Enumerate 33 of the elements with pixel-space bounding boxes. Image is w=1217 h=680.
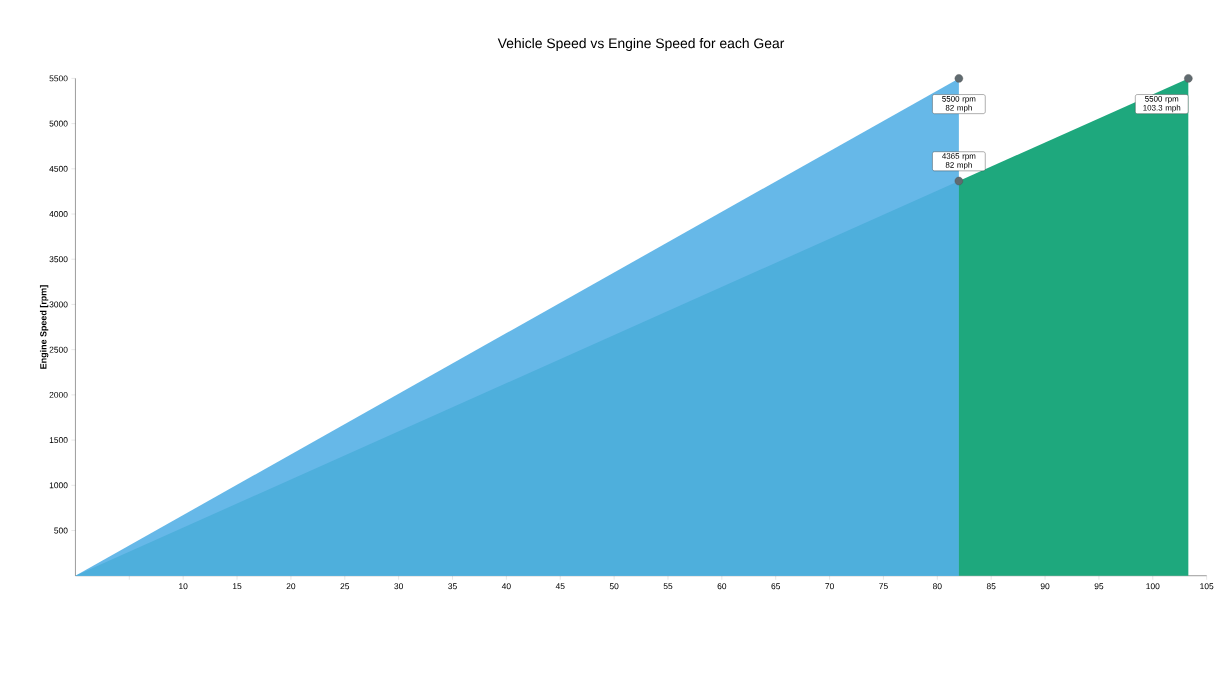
x-tick-label: 30 — [394, 583, 403, 590]
y-tick-label: 2000 — [49, 392, 68, 398]
x-tick-label: 60 — [717, 583, 727, 590]
x-tick-label: 75 — [879, 583, 888, 590]
x-tick-label: 70 — [825, 583, 834, 590]
x-tick-label: 100 — [1146, 583, 1160, 590]
y-tick-label: 1500 — [49, 437, 68, 444]
x-tick-label: 50 — [609, 583, 619, 590]
y-tick-label: 4000 — [49, 211, 68, 218]
y-tick-label: 500 — [54, 527, 68, 534]
x-tick-label: 40 — [501, 583, 511, 590]
x-tick-label: 10 — [179, 583, 188, 590]
y-tick-label: 1000 — [49, 482, 68, 489]
y-tick-label: 2500 — [49, 346, 68, 353]
x-tick-label: 95 — [1094, 583, 1104, 590]
x-tick-label: 55 — [663, 583, 673, 590]
y-tick-label: 5000 — [49, 120, 68, 127]
x-tick-label: 90 — [1040, 583, 1050, 590]
x-tick-label: 105 — [1200, 583, 1214, 590]
x-tick-label: 45 — [555, 583, 565, 590]
y-tick-label: 4500 — [49, 165, 68, 172]
x-tick-label: 35 — [448, 583, 457, 590]
x-tick-label: 85 — [986, 583, 996, 590]
x-tick-label: 25 — [340, 583, 350, 590]
y-tick-label: 3000 — [49, 301, 68, 308]
y-tick-label: 3500 — [49, 256, 68, 263]
chart-title: Vehicle Speed vs Engine Speed for each Gear — [497, 38, 785, 52]
y-tick-label: 5500 — [49, 75, 68, 82]
x-tick-label: 20 — [286, 583, 296, 590]
x-tick-label: 80 — [933, 583, 942, 590]
y-axis-title: Engine Speed [rpm] — [39, 285, 49, 369]
x-tick-label: 65 — [771, 583, 781, 590]
x-tick-label: 15 — [232, 583, 242, 590]
